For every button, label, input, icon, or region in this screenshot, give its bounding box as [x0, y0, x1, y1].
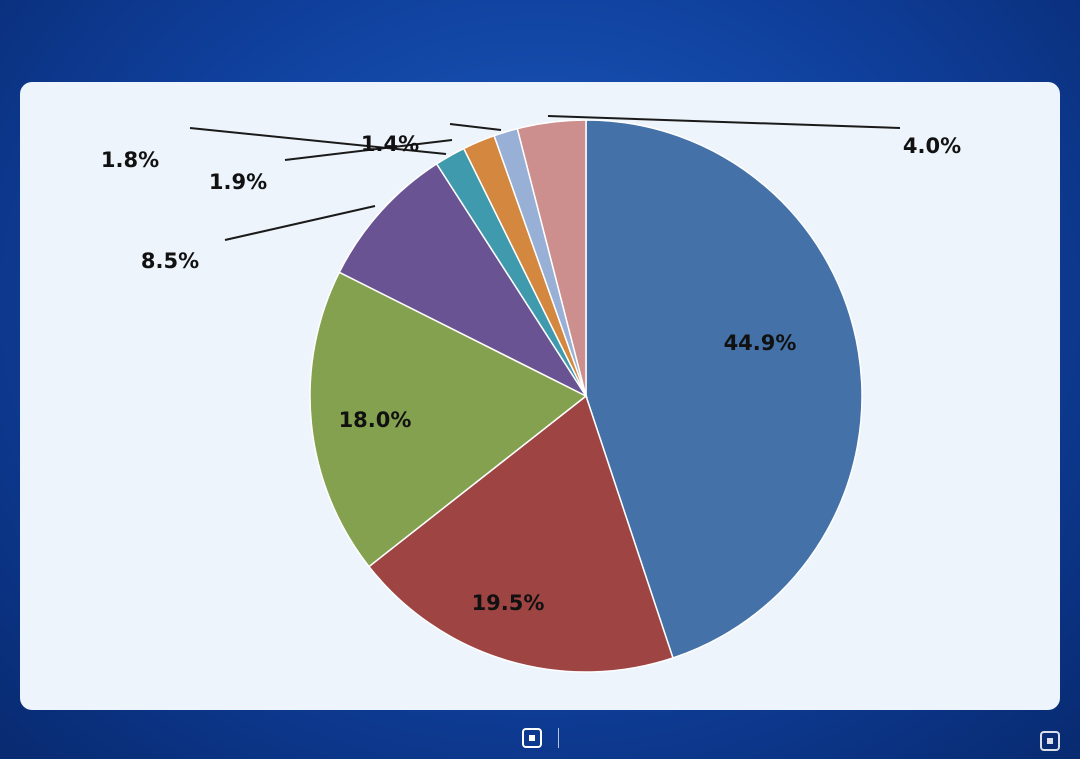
pie-slice: [338, 162, 589, 398]
slice-percent: 1.4%: [361, 132, 419, 156]
slice-percent: 4.0%: [903, 134, 961, 158]
footer-divider: [557, 727, 559, 748]
slice-label: 18.0%: [339, 408, 412, 432]
pie-chart: 44.9% 19.5% 18.0% 8.5% 1.8% 1.9% 1.4% 4.0%: [101, 115, 961, 673]
slice-percent: 44.9%: [724, 331, 797, 355]
slice-percent: 19.5%: [472, 591, 545, 615]
slice-percent: 1.9%: [209, 170, 267, 194]
slice-label: 8.5%: [141, 205, 376, 273]
corner-logo-icon: [1040, 731, 1060, 751]
page-title: [0, 14, 1080, 74]
corner-brand: [1040, 731, 1066, 751]
slice-percent: 18.0%: [339, 408, 412, 432]
slice-label: 44.9%: [724, 331, 797, 355]
leader-line: [189, 127, 447, 155]
slice-label: 19.5%: [472, 591, 545, 615]
leader-line: [547, 115, 901, 129]
leader-line: [449, 123, 502, 131]
pie-slice: [367, 394, 674, 673]
slice-label: 1.4%: [361, 123, 502, 156]
pie-slice: [309, 271, 588, 568]
leader-line: [284, 139, 453, 161]
slice-percent: 1.8%: [101, 148, 159, 172]
leader-line: [224, 205, 376, 241]
pie-slice: [585, 119, 863, 659]
chart-panel: 44.9% 19.5% 18.0% 8.5% 1.8% 1.9% 1.4% 4.0%: [20, 82, 1060, 710]
footer-brand: [521, 727, 548, 748]
slice-label: 1.9%: [209, 139, 453, 194]
pie-slice: [516, 119, 587, 397]
slice-label: 1.8%: [101, 127, 447, 172]
footer: [0, 716, 1080, 759]
slice-percent: 8.5%: [141, 249, 199, 273]
brand-logo-icon: [521, 727, 542, 748]
slice-label: 4.0%: [547, 115, 961, 158]
